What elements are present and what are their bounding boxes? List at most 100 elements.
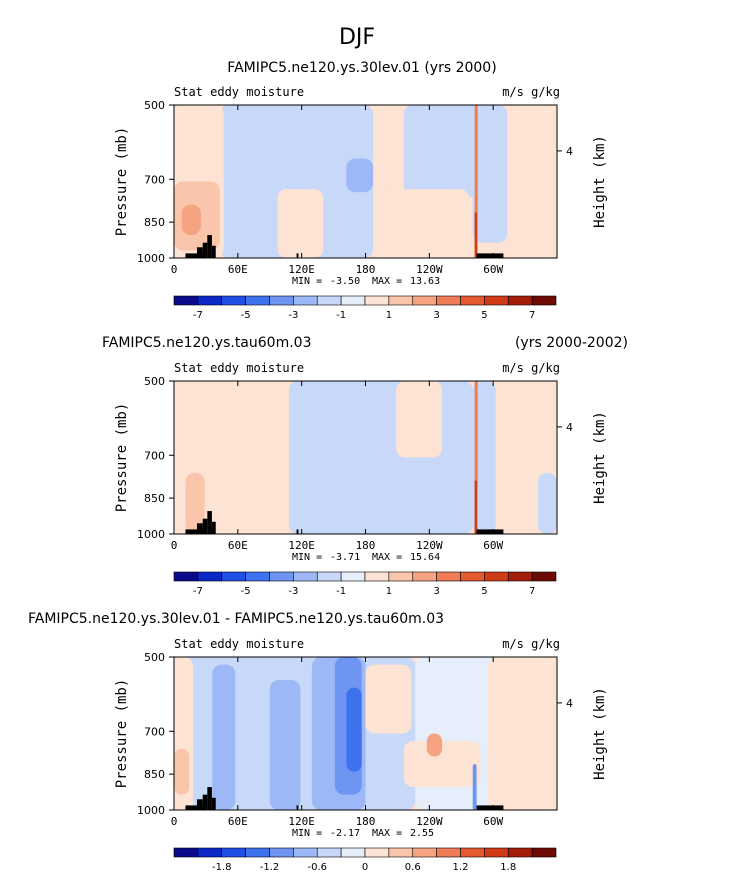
panel-title: FAMIPC5.ne120.ys.30lev.01 (yrs 2000) <box>227 60 496 76</box>
colorbar-swatch <box>484 571 509 582</box>
colorbar-label: -1 <box>336 586 346 597</box>
max-label: MAX = <box>372 276 402 287</box>
contour-region <box>472 105 508 243</box>
colorbar-label: 1.2 <box>453 862 469 873</box>
contour-region <box>474 480 477 534</box>
colorbar-swatch <box>460 847 485 858</box>
x-tick-label: 120E <box>288 263 315 276</box>
colorbar-swatch <box>364 847 390 858</box>
colorbar-swatch <box>531 295 557 306</box>
y-tick-label: 700 <box>144 725 165 738</box>
field-label: Stat eddy moisture <box>174 637 304 651</box>
colorbar-swatch <box>507 571 533 582</box>
topography <box>202 518 208 534</box>
max-value: 15.64 <box>410 552 440 563</box>
colorbar-label: 7 <box>529 586 535 597</box>
colorbar-swatch <box>197 571 223 582</box>
y-tick-label: 700 <box>144 173 165 186</box>
x-tick-label: 120E <box>288 539 315 552</box>
colorbar-swatch <box>484 847 509 858</box>
contour-region <box>472 381 496 534</box>
contour-region <box>288 381 473 534</box>
contour-region <box>474 212 477 258</box>
y-axis-label: Pressure (mb) <box>114 403 130 513</box>
contour-region <box>426 733 443 757</box>
colorbar-swatch <box>340 847 366 858</box>
colorbar-label: -0.6 <box>307 862 327 873</box>
y-tick-label: 850 <box>144 216 165 229</box>
topography <box>196 523 203 534</box>
colorbar-label: 0 <box>362 862 368 873</box>
colorbar-swatch <box>221 847 246 858</box>
y-right-tick-label: 4 <box>566 421 573 434</box>
contour-region <box>403 105 481 197</box>
colorbar-swatch <box>507 847 533 858</box>
colorbar-label: 0.6 <box>405 862 421 873</box>
y-right-axis-label: Height (km) <box>592 411 608 504</box>
panel-3: FAMIPC5.ne120.ys.30lev.01 - FAMIPC5.ne12… <box>28 611 608 873</box>
min-value: -3.71 <box>330 552 360 563</box>
field-label: Stat eddy moisture <box>174 361 304 375</box>
colorbar-swatch <box>484 295 509 306</box>
colorbar-label: 3 <box>433 310 439 321</box>
colorbar-swatch <box>293 571 318 582</box>
topography <box>296 253 299 258</box>
colorbar-swatch <box>460 571 485 582</box>
colorbar-label: -5 <box>241 586 251 597</box>
colorbar-swatch <box>197 847 223 858</box>
colorbar-swatch <box>507 295 533 306</box>
contour-field <box>174 381 557 534</box>
y-tick-label: 1000 <box>137 804 165 817</box>
colorbar-swatch <box>412 847 437 858</box>
colorbar-swatch <box>460 295 485 306</box>
contour-region <box>269 679 301 810</box>
x-tick-label: 60E <box>228 815 248 828</box>
topography <box>185 253 205 258</box>
units-label: m/s g/kg <box>502 85 560 99</box>
topography <box>296 805 299 810</box>
colorbar-swatch <box>436 847 461 858</box>
colorbar-swatch <box>364 295 390 306</box>
colorbar-swatch <box>245 295 270 306</box>
colorbar-swatch <box>293 295 318 306</box>
figure-title: DJF <box>339 25 375 50</box>
topography <box>211 245 216 258</box>
units-label: m/s g/kg <box>502 361 560 375</box>
colorbar-swatch <box>412 295 437 306</box>
topography <box>476 805 504 810</box>
y-tick-label: 500 <box>144 651 165 664</box>
colorbar-swatch <box>293 847 318 858</box>
contour-region <box>365 664 412 734</box>
y-right-tick-label: 4 <box>566 145 573 158</box>
topography <box>202 242 208 258</box>
contour-region <box>277 189 324 258</box>
x-tick-label: 180 <box>356 263 376 276</box>
colorbar-swatch <box>388 295 414 306</box>
max-value: 13.63 <box>410 276 440 287</box>
colorbar-swatch <box>316 571 342 582</box>
x-tick-label: 120W <box>416 539 443 552</box>
colorbar-swatch <box>245 847 270 858</box>
x-tick-label: 0 <box>171 263 178 276</box>
panels: FAMIPC5.ne120.ys.30lev.01 (yrs 2000) Stat… <box>28 60 628 873</box>
colorbar-label: 5 <box>481 310 487 321</box>
panel-1: FAMIPC5.ne120.ys.30lev.01 (yrs 2000) Stat… <box>114 60 608 321</box>
contour-region <box>507 105 557 258</box>
topography <box>476 529 504 534</box>
colorbar-label: 1 <box>386 310 392 321</box>
y-tick-label: 1000 <box>137 528 165 541</box>
topography <box>196 799 203 810</box>
x-tick-label: 180 <box>356 539 376 552</box>
colorbar-label: -7 <box>193 310 203 321</box>
contour-region <box>346 687 362 772</box>
contour-region <box>472 764 477 810</box>
contour-region <box>181 204 201 236</box>
colorbar-label: 5 <box>481 586 487 597</box>
contour-region <box>219 105 374 258</box>
topography <box>211 797 216 810</box>
colorbar-swatch <box>364 571 390 582</box>
colorbar: -1.8 -1.2 -0.6 0 0.6 1.2 1.8 <box>173 847 557 873</box>
x-tick-label: 60E <box>228 263 248 276</box>
panel-2: FAMIPC5.ne120.ys.tau60m.03 (yrs 2000-2002… <box>102 335 628 597</box>
